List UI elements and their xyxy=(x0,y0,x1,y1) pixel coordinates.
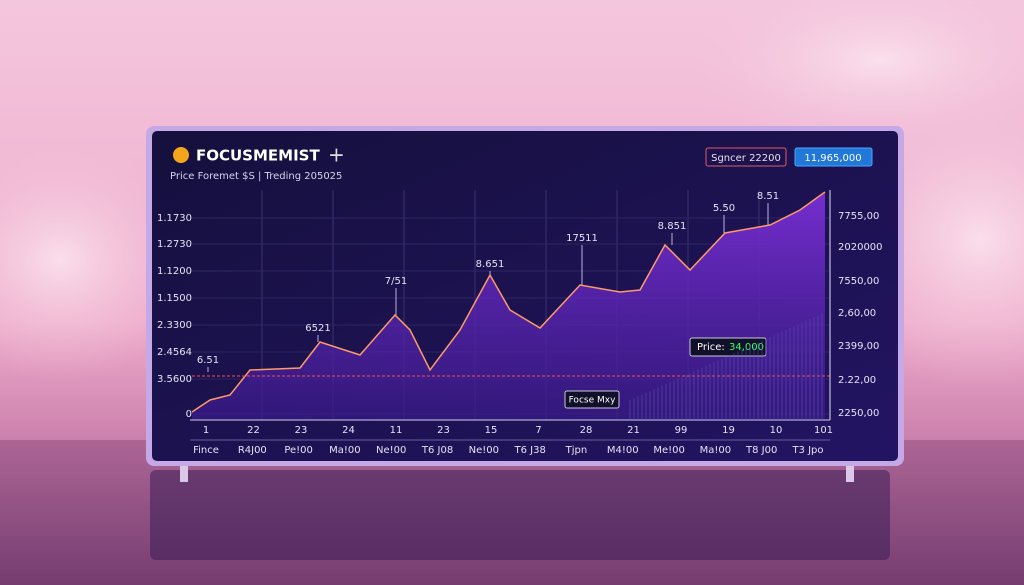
x-label-secondary: Ma!00 xyxy=(700,445,732,456)
right-axis-label: 2020000 xyxy=(838,242,883,253)
x-label: 24 xyxy=(342,425,355,436)
x-label: 11 xyxy=(390,425,403,436)
x-label-secondary: Tjpn xyxy=(565,445,588,456)
left-axis-label: 2.3300 xyxy=(157,320,192,331)
annotation: 6521 xyxy=(305,323,330,334)
left-axis-label: 1.1500 xyxy=(157,293,192,304)
tooltip-box xyxy=(564,390,620,409)
x-label-secondary: Fince xyxy=(193,445,219,456)
cloud xyxy=(680,0,1024,150)
annotation: 8.851 xyxy=(658,221,687,232)
x-label-secondary: Me!00 xyxy=(653,445,685,456)
x-label-secondary: Pe!00 xyxy=(284,445,313,456)
badge-text: 11,965,000 xyxy=(804,153,861,164)
right-axis-label: 2250,00 xyxy=(838,408,879,419)
x-label-secondary: Ne!00 xyxy=(376,445,406,456)
annotation: 6.51 xyxy=(197,355,219,366)
x-label: 28 xyxy=(580,425,593,436)
annotation: 8.51 xyxy=(757,191,779,202)
x-label: 7 xyxy=(535,425,541,436)
x-label-secondary: M4!00 xyxy=(607,445,639,456)
x-label-secondary: T3 Jpo xyxy=(791,445,823,456)
right-axis-label: 7755,00 xyxy=(838,211,879,222)
x-label: 19 xyxy=(722,425,735,436)
x-label-secondary: Ma!00 xyxy=(329,445,361,456)
x-label-secondary: T6 J08 xyxy=(421,445,453,456)
stand xyxy=(846,462,854,482)
left-axis-label: 1.2730 xyxy=(157,239,192,250)
annotation: 17511 xyxy=(566,233,598,244)
brand-icon xyxy=(173,147,189,163)
right-axis-label: 2,60,00 xyxy=(838,308,876,319)
right-axis-label: 2.22,00 xyxy=(838,375,876,386)
badge[interactable] xyxy=(705,147,787,167)
right-axis-label: 7550,00 xyxy=(838,276,879,287)
left-axis-label: 1.1730 xyxy=(157,213,192,224)
brand: FOCUSMEMIST xyxy=(196,147,320,165)
reflection xyxy=(150,470,890,560)
right-axis-label: 2399,00 xyxy=(838,341,879,352)
x-label: 1 xyxy=(203,425,209,436)
badge[interactable] xyxy=(794,147,873,167)
x-label: 23 xyxy=(295,425,308,436)
x-label-secondary: Ne!00 xyxy=(469,445,499,456)
stand xyxy=(180,462,188,482)
price-label: Price: xyxy=(697,342,725,353)
x-label: 21 xyxy=(627,425,640,436)
x-label: 22 xyxy=(247,425,260,436)
x-label: 101 xyxy=(814,425,833,436)
x-label: 10 xyxy=(770,425,783,436)
x-label: 15 xyxy=(485,425,498,436)
left-axis-label: 1.1200 xyxy=(157,266,192,277)
x-label: 23 xyxy=(437,425,450,436)
annotation: 8.651 xyxy=(476,259,505,270)
left-axis-label: 2.4564 xyxy=(157,347,192,358)
price-value: 34,000 xyxy=(729,342,764,353)
annotation: 5.50 xyxy=(713,203,735,214)
left-axis-label: 0 xyxy=(186,409,192,420)
left-axis-label: 3.5600 xyxy=(157,374,192,385)
x-label-secondary: R4J00 xyxy=(238,445,267,456)
x-label-secondary: T6 J38 xyxy=(513,445,545,456)
subtitle: Price Foremet $S | Treding 205025 xyxy=(170,171,342,182)
x-label-secondary: T8 J00 xyxy=(745,445,777,456)
tooltip: Focse Mxy xyxy=(569,396,616,406)
badge-text: Sgncer 22200 xyxy=(711,153,781,164)
annotation: 7/51 xyxy=(385,276,407,287)
add-icon[interactable]: + xyxy=(328,143,345,167)
x-label: 99 xyxy=(675,425,688,436)
price-area xyxy=(192,192,825,420)
